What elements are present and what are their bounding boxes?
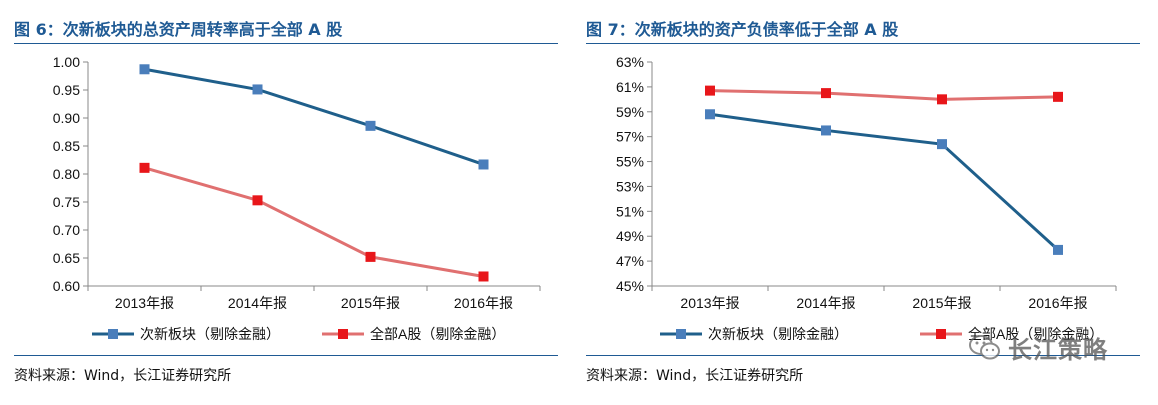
data-point: [478, 271, 489, 282]
source-note: 资料来源：Wind，长江证券研究所: [14, 368, 232, 384]
data-point: [937, 139, 947, 150]
data-point: [937, 94, 947, 105]
x-tick-label: 2015年报: [912, 295, 971, 311]
series-line: [709, 89, 1059, 101]
wechat-icon: [969, 334, 1000, 359]
x-tick-label: 2016年报: [454, 295, 513, 311]
bottom-divider: [14, 355, 558, 356]
y-tick-label: 0.70: [53, 222, 80, 238]
y-tick-label: 0.65: [53, 250, 80, 266]
data-point: [705, 109, 715, 120]
x-tick-label: 2014年报: [796, 295, 855, 311]
watermark-text: 长江策略: [1008, 336, 1108, 364]
y-tick-label: 0.85: [53, 138, 80, 154]
legend-label: 全部A股（剔除金融）: [370, 326, 505, 342]
legend-swatch-marker: [676, 329, 686, 339]
y-tick-label: 45%: [616, 278, 644, 294]
series-line: [144, 67, 484, 166]
title-divider: [586, 43, 1140, 44]
y-tick-label: 63%: [616, 54, 644, 70]
watermark: 长江策略: [968, 330, 1108, 365]
x-tick-label: 2013年报: [115, 295, 174, 311]
turnover-line-chart: 1.00 0.95 0.90 0.85 0.80 0.75 0.70 0.65 0.60 2013…: [53, 54, 541, 342]
title-divider: [14, 43, 558, 44]
y-tick-label: 57%: [616, 129, 644, 145]
source-note: 资料来源：Wind，长江证券研究所: [586, 368, 804, 384]
figure-title: 图 6：次新板块的总资产周转率高于全部 A 股: [14, 20, 343, 39]
series-line: [144, 166, 484, 278]
y-tick-label: 55%: [616, 154, 644, 170]
data-point: [139, 162, 150, 173]
data-point: [252, 195, 263, 206]
y-tick-label: 0.95: [53, 82, 80, 98]
data-point: [365, 251, 376, 262]
y-tick-label: 53%: [616, 178, 644, 194]
series-line: [709, 112, 1060, 252]
data-point: [821, 88, 831, 99]
y-tick-label: 51%: [616, 203, 644, 219]
data-point: [1053, 91, 1063, 102]
debt-ratio-line-chart: 63% 61% 59% 57% 55% 53% 51% 49% 47% 45% 2013年报 2014…: [616, 54, 1117, 342]
legend-swatch-marker: [936, 329, 946, 339]
y-tick-label: 1.00: [53, 54, 80, 70]
legend-swatch-marker: [108, 329, 118, 339]
bottom-divider: [586, 355, 1140, 356]
left-figure-panel: 图 6：次新板块的总资产周转率高于全部 A 股 1.00 0.95 0.90 0.85…: [0, 0, 570, 405]
y-tick-label: 0.60: [53, 278, 80, 294]
x-tick-label: 2015年报: [341, 295, 400, 311]
figure-title: 图 7：次新板块的资产负债率低于全部 A 股: [586, 20, 899, 39]
data-point: [478, 159, 489, 170]
legend-label: 次新板块（剔除金融）: [708, 326, 848, 342]
y-tick-label: 47%: [616, 253, 644, 269]
data-point: [821, 125, 831, 136]
data-point: [365, 120, 376, 131]
right-figure-panel: 图 7：次新板块的资产负债率低于全部 A 股 63% 61% 59% 57% 55% 53…: [580, 0, 1158, 405]
data-point: [705, 85, 715, 96]
legend-swatch-marker: [338, 329, 348, 339]
y-tick-label: 49%: [616, 228, 644, 244]
x-tick-label: 2014年报: [228, 295, 287, 311]
legend-label: 次新板块（剔除金融）: [140, 326, 280, 342]
data-point: [252, 84, 263, 95]
x-tick-label: 2016年报: [1028, 295, 1087, 311]
x-tick-label: 2013年报: [680, 295, 739, 311]
legend-label: 全部A股（剔除金融）: [968, 326, 1103, 342]
y-tick-label: 0.80: [53, 166, 80, 182]
y-tick-label: 61%: [616, 79, 644, 95]
y-tick-label: 59%: [616, 104, 644, 120]
data-point: [139, 64, 150, 75]
y-tick-label: 0.90: [53, 110, 80, 126]
data-point: [1053, 244, 1063, 255]
y-tick-label: 0.75: [53, 194, 80, 210]
